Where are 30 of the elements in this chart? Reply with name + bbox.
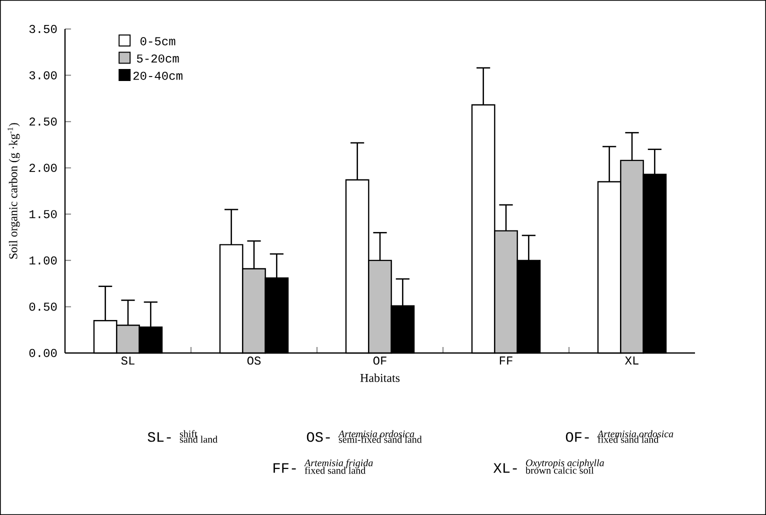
y-tick-label: 3.50 <box>29 24 57 34</box>
y-tick-label: 0.00 <box>29 348 57 358</box>
text: Oxytropis aciphylla <box>526 459 604 468</box>
x-tick-label: SL <box>121 356 134 365</box>
y-tick-label: 1.50 <box>30 210 57 218</box>
text: brown calcic soil <box>526 466 594 474</box>
y-tick-label: 1.00 <box>30 256 57 264</box>
text: XL- <box>493 463 517 473</box>
y-tick-label: 2.50 <box>30 118 57 126</box>
legend-label: 20-40cm <box>133 72 182 80</box>
x-axis-title: Habitats <box>360 374 400 382</box>
y-tick-label: 3.00 <box>29 71 57 80</box>
text: Artemisia ordosica <box>338 430 414 438</box>
x-tick-label: XL <box>625 356 638 364</box>
y-axis-title: Soil organic carbon (g ·kg$^{-1}$) <box>8 123 20 259</box>
x-tick-label: FF <box>500 356 512 364</box>
text: OS- <box>306 432 330 442</box>
text: Artemisia ordosica <box>596 430 674 438</box>
text: sand land <box>180 436 218 443</box>
legend-label: 5-20cm <box>136 54 179 63</box>
text: OF- <box>566 432 589 442</box>
legend-label: 0-5cm <box>140 37 176 46</box>
text: fixed sand land <box>304 466 366 474</box>
x-tick-label: OS <box>247 356 261 365</box>
y-tick-label: 2.00 <box>30 164 57 172</box>
text: FF- <box>274 463 296 473</box>
y-tick-label: 0.50 <box>29 302 57 311</box>
x-tick-label: OF <box>373 356 386 365</box>
text: SL- <box>148 432 171 442</box>
text: shift <box>180 430 198 438</box>
